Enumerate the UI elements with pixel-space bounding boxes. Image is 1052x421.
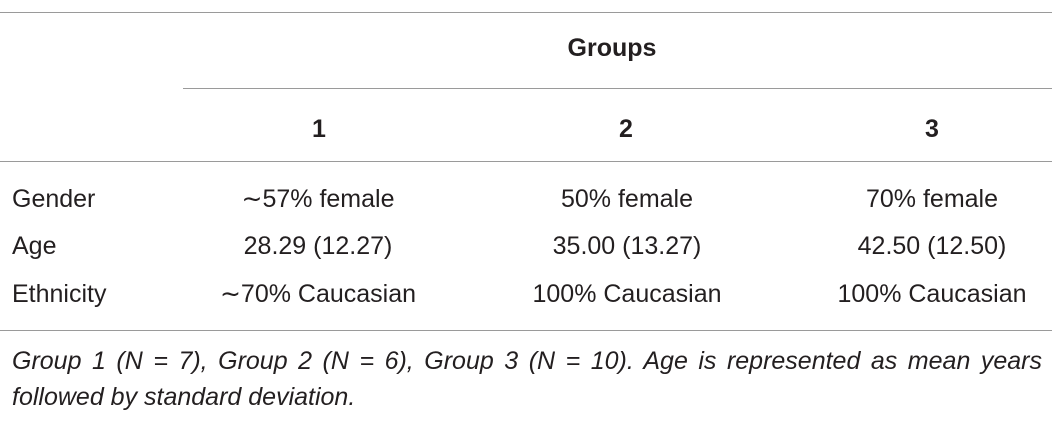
row-label-age: Age (12, 232, 57, 260)
column-header-group-2: 2 (619, 115, 633, 143)
table-cell: 100% Caucasian (837, 280, 1027, 308)
table-cell: 35.00 (13.27) (552, 232, 702, 260)
table-footnote: Group 1 (N = 7), Group 2 (N = 6), Group … (12, 347, 1042, 411)
table-top-rule (0, 12, 1052, 13)
table-cell: ∼70% Caucasian (219, 280, 417, 308)
row-label-gender: Gender (12, 185, 96, 213)
table-cell: 42.50 (12.50) (857, 232, 1007, 260)
groups-header: Groups (567, 34, 657, 62)
groups-underline-rule (183, 88, 1052, 89)
column-header-group-3: 3 (925, 115, 939, 143)
table-bottom-rule (0, 330, 1052, 331)
table-cell: 50% female (560, 185, 694, 213)
table-cell: 100% Caucasian (532, 280, 722, 308)
table-cell: 28.29 (12.27) (243, 232, 393, 260)
table-cell: 70% female (865, 185, 999, 213)
table-cell: ∼57% female (241, 185, 395, 213)
column-header-group-1: 1 (312, 115, 326, 143)
row-label-ethnicity: Ethnicity (12, 280, 107, 308)
header-bottom-rule (0, 161, 1052, 162)
